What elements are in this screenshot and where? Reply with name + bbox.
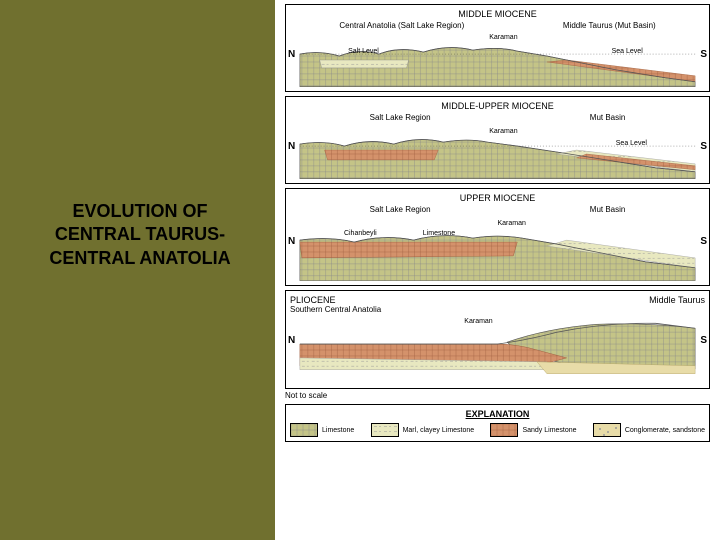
cross-section-svg <box>290 314 705 384</box>
legend-item-sandy: Sandy Limestone <box>490 423 576 437</box>
diagram-panel: MIDDLE MIOCENE Central Anatolia (Salt La… <box>275 0 720 540</box>
left-region: Central Anatolia (Salt Lake Region) <box>339 21 464 30</box>
sub-mid: Limestone <box>423 230 455 237</box>
section-mid-upper-miocene: MIDDLE-UPPER MIOCENE Salt Lake Region Mu… <box>285 96 710 184</box>
north-label: N <box>288 236 295 247</box>
cross-section: N S Karaman Sea Level Salt Level <box>290 32 705 87</box>
section-title: MIDDLE MIOCENE <box>290 9 705 19</box>
section-middle-miocene: MIDDLE MIOCENE Central Anatolia (Salt La… <box>285 4 710 92</box>
title-line-1: EVOLUTION OF <box>10 200 270 223</box>
swatch-sandy <box>490 423 518 437</box>
not-to-scale-label: Not to scale <box>285 391 710 400</box>
north-label: N <box>288 141 295 152</box>
legend-label: Conglomerate, sandstone <box>625 427 705 434</box>
south-label: S <box>700 49 707 60</box>
legend-item-conglomerate: Conglomerate, sandstone <box>593 423 705 437</box>
north-label: N <box>288 49 295 60</box>
explanation-title: EXPLANATION <box>290 409 705 419</box>
swatch-limestone <box>290 423 318 437</box>
legend-item-limestone: Limestone <box>290 423 354 437</box>
salt-level-label: Salt Level <box>348 48 379 55</box>
section-upper-miocene: UPPER MIOCENE Salt Lake Region Mut Basin… <box>285 188 710 286</box>
region-labels: Salt Lake Region Mut Basin <box>290 113 705 122</box>
right-region: Middle Taurus (Mut Basin) <box>563 21 656 30</box>
legend-row: Limestone Marl, clayey Limestone Sandy L… <box>290 423 705 437</box>
legend-label: Sandy Limestone <box>522 427 576 434</box>
cross-section: N S Karaman Cihanbeyli Limestone <box>290 216 705 281</box>
swatch-conglomerate <box>593 423 621 437</box>
sea-level-label: Sea Level <box>612 48 643 55</box>
south-label: S <box>700 335 707 346</box>
right-region: Mut Basin <box>590 113 626 122</box>
sea-level-label: Sea Level <box>616 140 647 147</box>
section-title: PLIOCENE <box>290 295 336 305</box>
right-region: Middle Taurus <box>649 295 705 305</box>
north-label: N <box>288 335 295 346</box>
south-label: S <box>700 236 707 247</box>
center-label: Karaman <box>464 318 492 325</box>
center-label: Karaman <box>498 220 526 227</box>
explanation-panel: EXPLANATION Limestone Marl, clayey Limes… <box>285 404 710 442</box>
swatch-marl <box>371 423 399 437</box>
left-region: Southern Central Anatolia <box>290 305 705 314</box>
legend-label: Limestone <box>322 427 354 434</box>
section-title: MIDDLE-UPPER MIOCENE <box>290 101 705 111</box>
legend-item-marl: Marl, clayey Limestone <box>371 423 475 437</box>
title-line-3: CENTRAL ANATOLIA <box>10 247 270 270</box>
left-region: Salt Lake Region <box>370 113 431 122</box>
legend-label: Marl, clayey Limestone <box>403 427 475 434</box>
left-region: Salt Lake Region <box>370 205 431 214</box>
cross-section: N S Karaman Sea Level <box>290 124 705 179</box>
section-title: UPPER MIOCENE <box>290 193 705 203</box>
region-labels: Salt Lake Region Mut Basin <box>290 205 705 214</box>
section-pliocene: PLIOCENE Middle Taurus Southern Central … <box>285 290 710 389</box>
right-region: Mut Basin <box>590 205 626 214</box>
sub-left: Cihanbeyli <box>344 230 377 237</box>
region-labels: Central Anatolia (Salt Lake Region) Midd… <box>290 21 705 30</box>
title-line-2: CENTRAL TAURUS- <box>10 223 270 246</box>
sidebar-title: EVOLUTION OF CENTRAL TAURUS- CENTRAL ANA… <box>10 200 270 270</box>
south-label: S <box>700 141 707 152</box>
center-label: Karaman <box>489 128 517 135</box>
cross-section: N S Karaman <box>290 314 705 384</box>
center-label: Karaman <box>489 34 517 41</box>
